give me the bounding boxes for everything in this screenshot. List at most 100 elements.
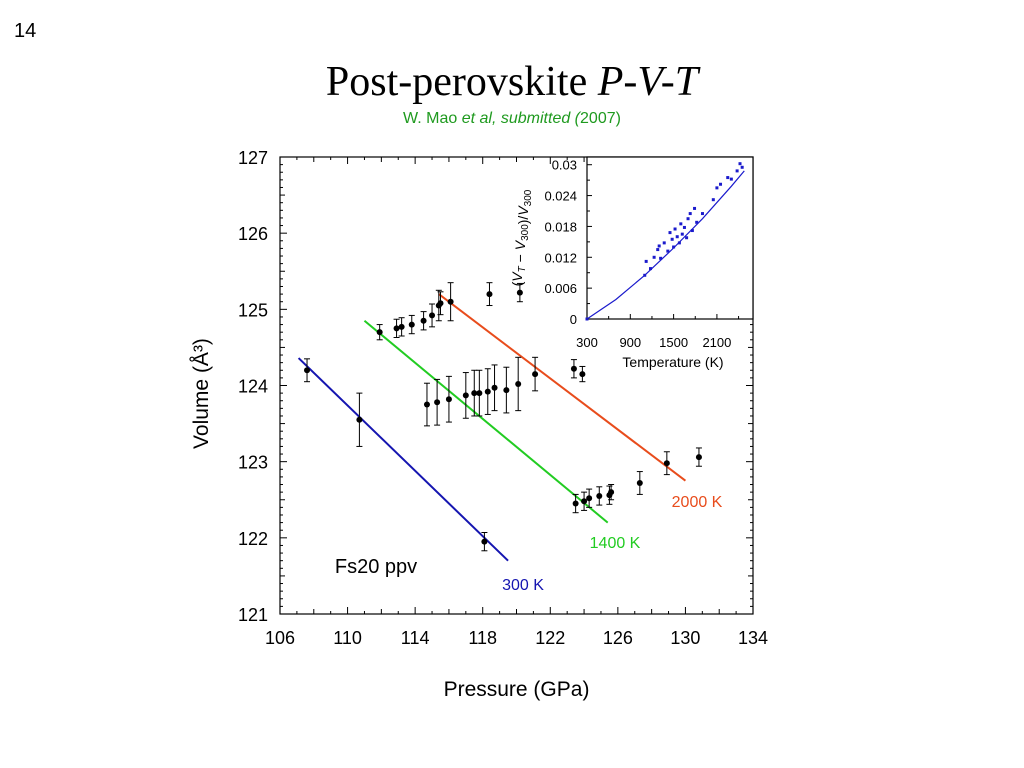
marker xyxy=(376,329,383,336)
y-tick-label: 121 xyxy=(238,605,268,625)
marker xyxy=(579,371,586,378)
slide-subtitle: W. Mao et al, submitted (2007) xyxy=(0,110,1024,128)
inset-data-point xyxy=(659,256,663,260)
series-label: 2000 K xyxy=(672,494,723,511)
marker xyxy=(608,489,615,496)
inset-data-point xyxy=(729,177,733,181)
data-point xyxy=(484,368,491,415)
inset-y-tick-label: 0.006 xyxy=(544,281,577,296)
marker xyxy=(429,312,436,319)
inset-data-point xyxy=(700,212,704,216)
y-tick-label: 124 xyxy=(238,377,268,397)
inset-x-tick-label: 1500 xyxy=(659,335,688,350)
data-point xyxy=(572,493,579,514)
marker xyxy=(484,388,491,395)
marker xyxy=(304,367,311,374)
marker xyxy=(596,492,603,499)
data-point xyxy=(376,324,383,341)
y-axis-label: Volume (Å³) xyxy=(190,338,213,449)
data-point xyxy=(596,486,603,506)
inset-y-tick-label: 0.012 xyxy=(544,250,577,265)
data-point xyxy=(445,375,452,423)
data-point xyxy=(486,282,493,307)
data-point xyxy=(491,364,498,412)
data-point xyxy=(304,358,311,383)
marker xyxy=(503,387,510,394)
marker xyxy=(437,300,444,307)
x-axis-label: Pressure (GPa) xyxy=(444,678,590,701)
marker xyxy=(486,291,493,298)
inset-x-tick-label: 300 xyxy=(576,335,598,350)
data-point xyxy=(447,282,454,322)
marker xyxy=(491,384,498,391)
inset-data-point xyxy=(738,162,742,166)
inset-data-point xyxy=(662,241,666,245)
inset-data-point xyxy=(644,259,648,263)
inset-data-point xyxy=(668,231,672,235)
subtitle-italic: et al, submitted ( xyxy=(461,110,581,127)
fit-line-300k xyxy=(297,357,509,562)
inset-data-point xyxy=(688,212,692,216)
inset-frame xyxy=(586,156,754,320)
y-tick-label: 125 xyxy=(238,300,268,320)
data-point xyxy=(408,314,415,335)
marker xyxy=(434,399,441,406)
marker xyxy=(408,321,415,328)
marker xyxy=(445,396,452,403)
inset-y-tick-label: 0 xyxy=(570,312,577,327)
inset-y-tick-label: 0.018 xyxy=(544,219,577,234)
x-tick-label: 110 xyxy=(333,628,362,648)
marker xyxy=(476,390,483,397)
marker xyxy=(570,365,577,372)
inset-data-point xyxy=(740,165,744,169)
marker xyxy=(663,460,670,467)
data-point xyxy=(532,356,539,392)
marker xyxy=(581,498,588,505)
x-tick-label: 126 xyxy=(603,628,633,648)
data-point xyxy=(570,359,577,379)
inset-data-point xyxy=(643,273,647,277)
x-tick-label: 114 xyxy=(401,628,430,648)
x-tick-label: 106 xyxy=(265,628,295,648)
x-tick-label: 134 xyxy=(738,628,768,648)
data-point xyxy=(471,369,478,417)
data-point xyxy=(581,491,588,511)
inset-data-point xyxy=(672,245,676,249)
inset-data-point xyxy=(711,198,715,202)
inset-data-point xyxy=(690,229,694,233)
subtitle-year: 2007) xyxy=(580,110,621,127)
data-point xyxy=(423,382,430,427)
inset-y-tick-label: 0.024 xyxy=(544,189,577,204)
inset-data-point xyxy=(682,225,686,229)
inset-data-point xyxy=(673,227,677,231)
inset-y-axis-label: (VT − V300)/V300 xyxy=(509,189,534,286)
data-point xyxy=(579,365,586,383)
data-point xyxy=(481,532,488,552)
inset-data-point xyxy=(585,317,589,321)
marker xyxy=(356,416,363,423)
title-italic: P-V-T xyxy=(597,59,699,105)
fit-line-1400k xyxy=(363,319,609,524)
inset-data-point xyxy=(675,235,679,239)
inset-x-tick-label: 2100 xyxy=(702,335,731,350)
data-point xyxy=(462,372,469,419)
y-tick-label: 123 xyxy=(238,453,268,473)
data-point xyxy=(356,392,363,447)
marker xyxy=(695,454,702,461)
marker xyxy=(471,390,478,397)
marker xyxy=(423,401,430,408)
marker xyxy=(420,317,427,324)
inset-data-point xyxy=(679,222,683,226)
inset-data-point xyxy=(693,206,697,210)
data-point xyxy=(434,378,441,426)
inset-data-point xyxy=(677,241,681,245)
data-point xyxy=(695,447,702,467)
inset-x-tick-label: 900 xyxy=(619,335,641,350)
data-point xyxy=(608,484,615,501)
y-tick-label: 127 xyxy=(238,148,268,168)
inset-data-point xyxy=(680,232,684,236)
data-point xyxy=(663,451,670,476)
marker xyxy=(586,495,593,502)
series-label: 1400 K xyxy=(590,535,641,552)
